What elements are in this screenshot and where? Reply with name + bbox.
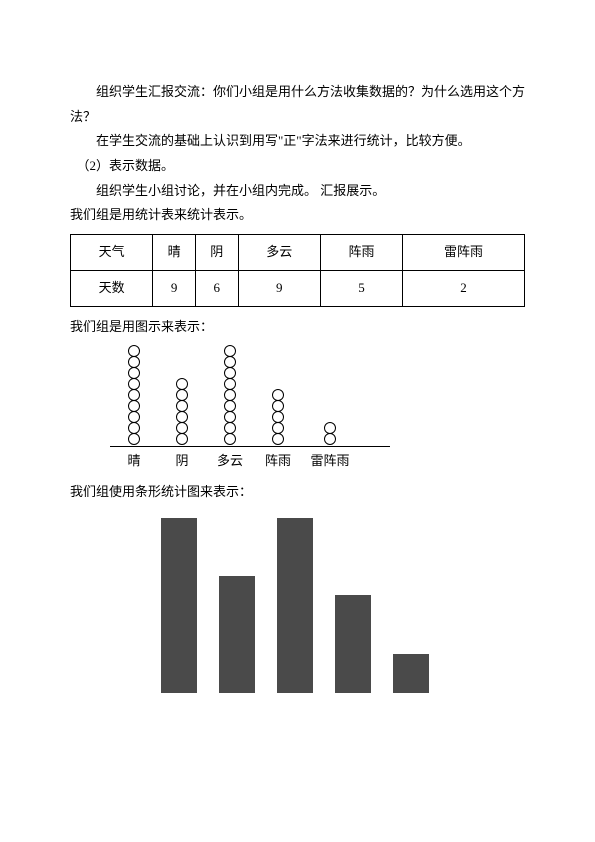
circle-label: 多云 — [206, 449, 254, 474]
table-data-row: 天数 9 6 9 5 2 — [71, 270, 525, 306]
table-cell: 6 — [195, 270, 238, 306]
circle-marker — [176, 433, 188, 445]
table-header-row: 天气 晴 阴 多云 阵雨 雷阵雨 — [71, 235, 525, 271]
circle-label: 晴 — [110, 449, 158, 474]
circle-marker — [128, 433, 140, 445]
bar — [277, 518, 313, 693]
paragraph-7: 我们组使用条形统计图来表示： — [70, 480, 525, 505]
circle-marker — [224, 433, 236, 445]
circle-column — [110, 345, 158, 444]
circle-label: 雷阵雨 — [302, 449, 358, 474]
circle-column — [158, 378, 206, 444]
circle-marker — [272, 433, 284, 445]
table-cell: 5 — [320, 270, 402, 306]
bar — [335, 595, 371, 692]
table-header-cell: 多云 — [238, 235, 320, 271]
circle-marker — [324, 433, 336, 445]
circle-column — [206, 345, 254, 444]
bar — [393, 654, 429, 693]
paragraph-6: 我们组是用图示来表示： — [70, 315, 525, 340]
paragraph-2: 在学生交流的基础上认识到用写"正"字法来进行统计，比较方便。 — [70, 129, 525, 154]
paragraph-1: 组织学生汇报交流：你们小组是用什么方法收集数据的？为什么选用这个方法？ — [70, 80, 525, 129]
weather-table: 天气 晴 阴 多云 阵雨 雷阵雨 天数 9 6 9 5 2 — [70, 234, 525, 306]
table-header-cell: 阴 — [195, 235, 238, 271]
table-cell: 天数 — [71, 270, 153, 306]
circle-column — [254, 389, 302, 444]
table-header-cell: 雷阵雨 — [403, 235, 525, 271]
bar — [161, 518, 197, 693]
bar-chart — [150, 513, 525, 693]
table-header-cell: 天气 — [71, 235, 153, 271]
circle-chart: 晴阴多云阵雨雷阵雨 — [100, 345, 525, 474]
paragraph-3: （2）表示数据。 — [70, 154, 525, 179]
circle-label: 阴 — [158, 449, 206, 474]
table-header-cell: 阵雨 — [320, 235, 402, 271]
paragraph-5: 我们组是用统计表来统计表示。 — [70, 203, 525, 228]
table-header-cell: 晴 — [153, 235, 196, 271]
circle-column — [302, 422, 358, 444]
table-cell: 9 — [238, 270, 320, 306]
table-cell: 9 — [153, 270, 196, 306]
circle-label: 阵雨 — [254, 449, 302, 474]
table-cell: 2 — [403, 270, 525, 306]
paragraph-4: 组织学生小组讨论，并在小组内完成。 汇报展示。 — [70, 179, 525, 204]
bar — [219, 576, 255, 693]
